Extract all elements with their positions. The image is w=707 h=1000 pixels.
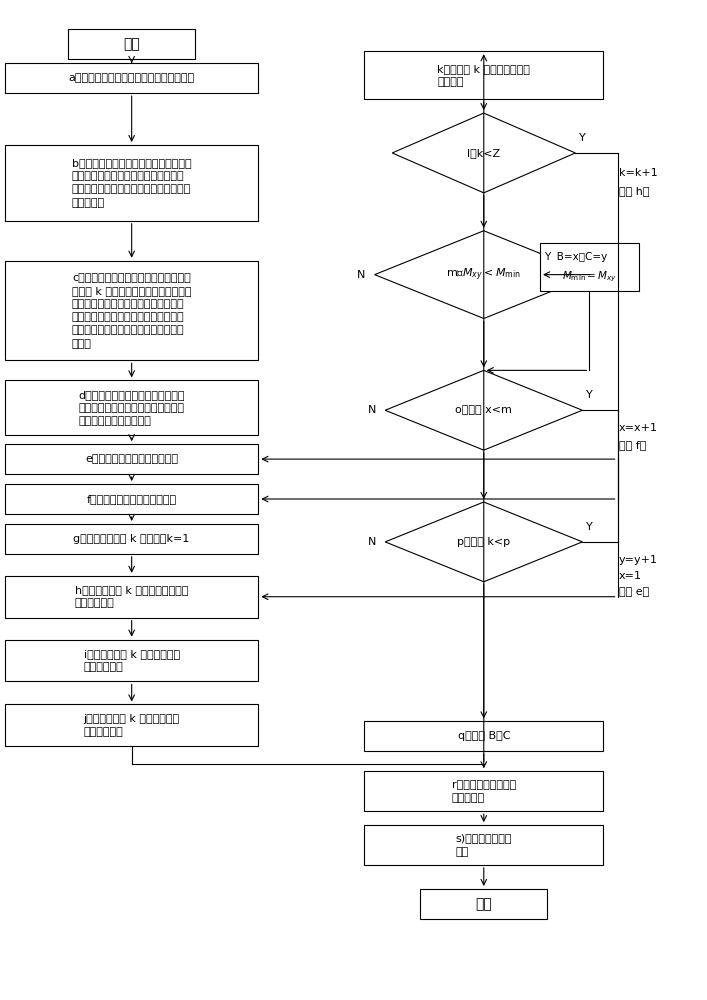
Text: 结束: 结束: [475, 897, 492, 911]
Bar: [364, 51, 604, 99]
Text: g）产品卷号参数 k 初始化，k=1: g）产品卷号参数 k 初始化，k=1: [74, 534, 190, 544]
Text: s)根据优化值磨辊
加工: s)根据优化值磨辊 加工: [455, 833, 512, 857]
Text: d）预设定上下辊粗糙度，定义带钢
表面粗糙度综合方差最小值，定义综
合方差锁定变量并初始化: d）预设定上下辊粗糙度，定义带钢 表面粗糙度综合方差最小值，定义综 合方差锁定变…: [78, 390, 185, 426]
Text: b）收集换辊周期内产品的工艺参数，定
义产品带钢的卷号参数，收集换辊周期
内钢卷总数，带钢的厚度，带钢的强度，
带钢的长度: b）收集换辊周期内产品的工艺参数，定 义产品带钢的卷号参数，收集换辊周期 内钢卷…: [72, 158, 192, 208]
Text: p）判断 k<p: p）判断 k<p: [457, 537, 510, 547]
Bar: [5, 704, 259, 746]
Text: y=y+1: y=y+1: [619, 555, 658, 565]
Text: c）收集换辊周期内现场设备工艺参数，
生产第 k 卷带钢时，轧机的压下量，收
集冷连轧机组上下工作辊磨辊域值，定
义上下辊粗糙度搜索参数并初始化，定
义上下辊粗: c）收集换辊周期内现场设备工艺参数， 生产第 k 卷带钢时，轧机的压下量，收 集…: [72, 273, 192, 349]
Text: q）输出 B、C: q）输出 B、C: [457, 731, 510, 741]
Text: i）计算生产第 k 卷带钢时，上
工作辊压印率: i）计算生产第 k 卷带钢时，上 工作辊压印率: [83, 649, 180, 672]
Polygon shape: [375, 231, 593, 319]
Text: Y: Y: [586, 390, 592, 400]
Polygon shape: [385, 370, 583, 450]
Text: 步骤 h）: 步骤 h）: [619, 186, 650, 196]
Bar: [540, 243, 638, 291]
Text: x=x+1: x=x+1: [619, 423, 658, 433]
Text: o）判断 x<m: o）判断 x<m: [455, 405, 512, 415]
Bar: [5, 524, 259, 554]
Text: 步骤 e）: 步骤 e）: [619, 587, 649, 597]
Bar: [364, 771, 604, 811]
Text: Y: Y: [579, 133, 585, 143]
Text: N: N: [368, 405, 376, 415]
Text: l）k<Z: l）k<Z: [467, 148, 501, 158]
Text: k=k+1: k=k+1: [619, 168, 658, 178]
Polygon shape: [392, 113, 575, 193]
Bar: [5, 640, 259, 681]
Text: h）计算生产第 k 卷时的上下工作辊
的实时粗糙度: h）计算生产第 k 卷时的上下工作辊 的实时粗糙度: [75, 585, 188, 608]
Text: 开始: 开始: [123, 37, 140, 51]
Text: e）计算下辊初始粗糙度设定值: e）计算下辊初始粗糙度设定值: [85, 454, 178, 464]
Bar: [5, 145, 259, 221]
Text: j）计算生产第 k 卷带钢时，下
工作辊压印率: j）计算生产第 k 卷带钢时，下 工作辊压印率: [83, 714, 180, 737]
Text: f）计算上辊初始粗糙度设定值: f）计算上辊初始粗糙度设定值: [86, 494, 177, 504]
Bar: [364, 721, 604, 751]
Bar: [5, 484, 259, 514]
Text: x=1: x=1: [619, 571, 642, 581]
Bar: [5, 261, 259, 360]
Text: N: N: [357, 270, 366, 280]
Bar: [364, 825, 604, 865]
Bar: [421, 889, 547, 919]
Bar: [5, 63, 259, 93]
Bar: [5, 380, 259, 435]
Text: $M_{\min}=M_{xy}$: $M_{\min}=M_{xy}$: [562, 269, 617, 284]
Text: a）计算机组带钢上下表面压印率相对系数: a）计算机组带钢上下表面压印率相对系数: [69, 73, 194, 83]
Text: k）计算第 k 卷带钢的上下表
面粗糙度: k）计算第 k 卷带钢的上下表 面粗糙度: [438, 64, 530, 87]
Bar: [5, 444, 259, 474]
Bar: [69, 29, 195, 59]
Bar: [5, 576, 259, 618]
Polygon shape: [385, 502, 583, 582]
Text: N: N: [368, 537, 376, 547]
Text: m）$M_{xy}<M_{\min}$: m）$M_{xy}<M_{\min}$: [446, 266, 521, 283]
Text: Y: Y: [586, 522, 592, 532]
Text: Y  B=x，C=y: Y B=x，C=y: [544, 252, 607, 262]
Text: r）计算上下辊粗糙度
优化设定值: r）计算上下辊粗糙度 优化设定值: [452, 780, 516, 803]
Text: 步骤 f）: 步骤 f）: [619, 440, 646, 450]
